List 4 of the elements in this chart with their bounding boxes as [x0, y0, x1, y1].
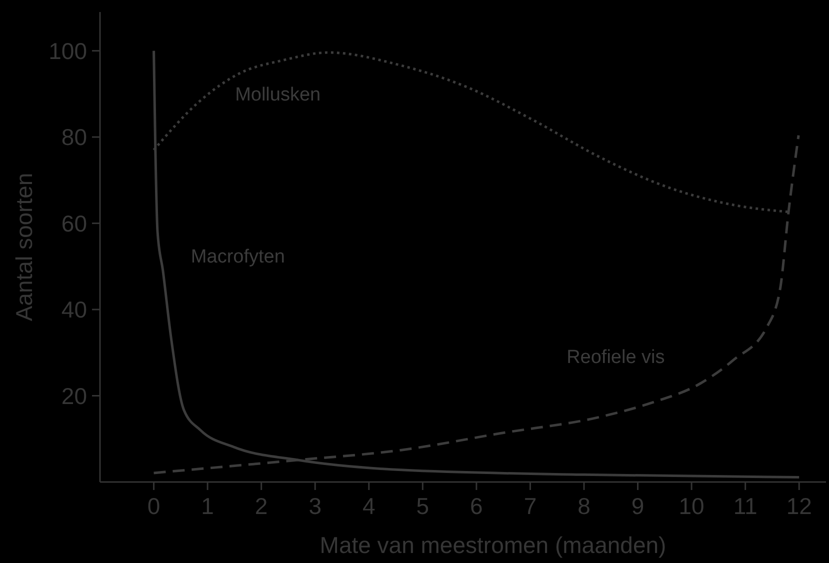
- line-series: [152, 50, 800, 479]
- series-label: Mollusken: [235, 84, 321, 106]
- series-label: Reofiele vis: [566, 347, 665, 368]
- series-label: Macrofyten: [190, 246, 285, 268]
